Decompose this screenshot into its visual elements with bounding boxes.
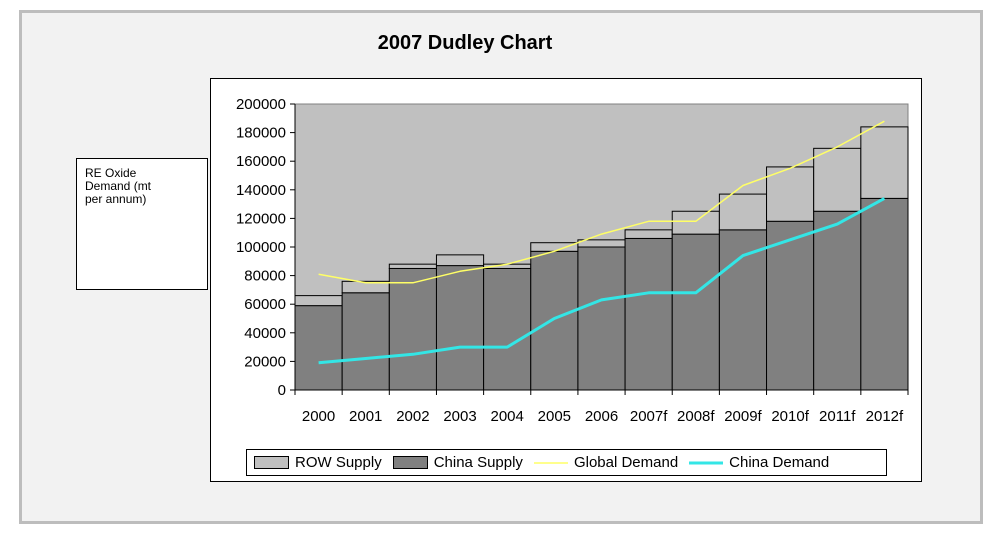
x-tick-label-2011f: 2011f [819, 408, 856, 425]
y-tick-label-160000: 160000 [236, 153, 286, 170]
bar-row-supply-2000 [294, 295, 343, 307]
y-tick-label-20000: 20000 [244, 353, 286, 370]
bar-row-supply-2002 [388, 263, 437, 269]
y-tick-label-200000: 200000 [236, 96, 286, 113]
y-tick-label-60000: 60000 [244, 296, 286, 313]
x-tick-label-2003: 2003 [443, 408, 476, 425]
bar-china-supply-2004 [483, 267, 532, 391]
legend-line-china-demand [689, 461, 724, 464]
x-tick-label-2008f: 2008f [677, 408, 715, 425]
y-tick-label-80000: 80000 [244, 268, 286, 285]
y-tick-label-40000: 40000 [244, 325, 286, 342]
bar-row-supply-2007f [624, 229, 673, 239]
y-axis-label: RE Oxide Demand (mt per annum) [85, 166, 152, 206]
legend-label-global-demand: Global Demand [573, 454, 679, 471]
legend-line-global-demand [533, 461, 568, 464]
legend-item-row-supply: ROW Supply [254, 454, 382, 471]
x-tick-label-2001: 2001 [349, 408, 382, 425]
y-tick-label-0: 0 [278, 382, 286, 399]
legend-label-china-demand: China Demand [729, 454, 830, 471]
y-tick-label-140000: 140000 [236, 182, 286, 199]
legend-label-china-supply: China Supply [433, 454, 523, 471]
bar-row-supply-2005 [530, 242, 579, 252]
x-tick-label-2010f: 2010f [771, 408, 809, 425]
bar-row-supply-2009f [718, 193, 768, 231]
y-tick-label-120000: 120000 [236, 210, 286, 227]
bar-china-supply-2007f [624, 237, 673, 391]
y-tick-label-100000: 100000 [236, 239, 286, 256]
y-axis-label-box: RE Oxide Demand (mt per annum) [76, 158, 208, 290]
bar-china-supply-2000 [294, 305, 343, 391]
bar-china-supply-2011f [813, 210, 862, 391]
legend-swatch-row-supply [254, 456, 289, 469]
x-tick-label-2002: 2002 [396, 408, 429, 425]
x-tick-label-2009f: 2009f [724, 408, 762, 425]
x-tick-label-2006: 2006 [585, 408, 618, 425]
bar-row-supply-2010f [766, 166, 815, 222]
x-tick-label-2000: 2000 [302, 408, 335, 425]
bar-row-supply-2008f [671, 210, 720, 235]
line-global-demand [318, 120, 885, 284]
bar-row-supply-2012f [860, 126, 909, 199]
x-tick-label-2004: 2004 [491, 408, 524, 425]
bar-row-supply-2011f [813, 147, 862, 212]
legend-swatch-china-supply [392, 456, 428, 469]
chart-title: 2007 Dudley Chart [377, 32, 553, 54]
y-tick-label-180000: 180000 [236, 125, 286, 142]
line-china-demand [318, 197, 886, 365]
bar-china-supply-2006 [577, 246, 626, 391]
bar-row-supply-2003 [435, 254, 485, 267]
bar-china-supply-2009f [718, 229, 768, 391]
legend-item-china-supply: China Supply [392, 454, 523, 471]
bar-china-supply-2002 [388, 267, 437, 391]
legend: ROW Supply China Supply Global Demand Ch… [246, 449, 887, 476]
bar-china-supply-2008f [671, 233, 720, 391]
x-tick-label-2012f: 2012f [866, 408, 904, 425]
bar-china-supply-2005 [530, 250, 579, 391]
bar-row-supply-2006 [577, 239, 626, 248]
legend-label-row-supply: ROW Supply [295, 454, 382, 471]
x-tick-label-2005: 2005 [538, 408, 571, 425]
bar-china-supply-2003 [435, 265, 485, 391]
bar-china-supply-2001 [341, 292, 390, 391]
legend-item-global-demand: Global Demand [533, 454, 679, 471]
legend-item-china-demand: China Demand [689, 454, 829, 471]
bar-china-supply-2012f [860, 197, 909, 391]
x-tick-label-2007f: 2007f [630, 408, 668, 425]
